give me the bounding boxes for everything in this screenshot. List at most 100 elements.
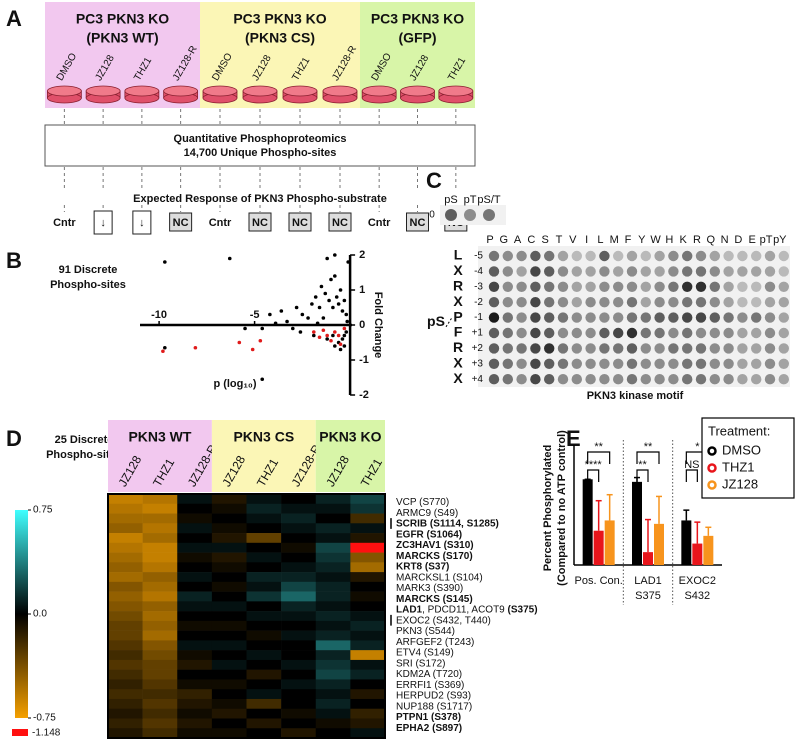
heatmap-cell [211,552,247,563]
row-label-part: KDM2A (T720) [396,669,462,680]
residue-label: X [453,262,463,278]
data-point [338,342,343,347]
array-spot [778,266,789,277]
bar [681,520,692,565]
significance-bracket [685,469,698,482]
heatmap-cell [142,494,178,505]
heatmap-cell [108,581,143,592]
data-point [340,309,345,313]
heatmap-cell [108,679,143,690]
heatmap-cell [211,679,247,690]
array-spot [516,327,527,339]
heatmap-cell [108,513,143,524]
heatmap-cell [246,533,282,544]
heatmap-cell [281,689,317,700]
heatmap-cell [246,523,282,534]
column-label: T [556,234,563,246]
heatmap-cell [281,533,317,544]
position-label: -3 [474,281,483,292]
row-label: MARCKS (S170) [396,550,473,561]
heatmap-cell [142,533,178,544]
heatmap-cell [211,718,247,729]
row-label: VCP (S770) [396,497,449,508]
heatmap-cell [281,503,317,514]
heatmap-cell [350,640,386,651]
data-point [329,338,333,343]
array-spot [682,266,693,277]
data-point [268,312,272,317]
heatmap-cell [142,611,178,622]
heatmap-cell [315,640,351,651]
heatmap-cell [108,698,143,710]
panel-label: B [6,248,22,273]
heatmap-cell [315,728,351,739]
row-label-part: MARCKS (S170) [396,550,473,561]
heatmap-cell [177,708,213,719]
heatmap-cell [142,562,178,573]
array-spot [544,266,555,277]
array-spot [571,281,582,292]
heatmap-cell [108,650,143,661]
row-label: NUP188 (S1717) [396,701,472,712]
heatmap-cell [211,533,247,544]
control-spot [464,209,476,221]
heatmap-cell [281,523,317,534]
heatmap-cell [350,523,386,534]
row-label-part: EXOC2 (S432, T440) [396,615,491,626]
x-tick-label: Pos. Con. [575,575,623,587]
heatmap-cell [108,620,143,631]
data-point [327,298,331,303]
array-spot [778,281,789,292]
array-spot [557,250,569,262]
residue-label: X [453,355,463,371]
array-spot [599,343,610,354]
heatmap-cell [246,679,282,690]
array-spot [764,250,776,262]
array-spot [599,266,610,277]
array-spot [502,281,513,292]
dish-top [124,85,160,97]
array-spot [682,343,693,354]
residue-label: R [453,278,463,294]
array-spot [530,281,541,292]
dish-top [242,85,278,97]
heatmap-cell [315,611,351,622]
array-spot [530,312,541,323]
array-spot [654,374,665,385]
array-spot [626,374,638,385]
data-point [340,337,345,341]
row-label: HERPUD2 (S93) [396,690,471,701]
array-spot [751,327,762,339]
heatmap-cell [108,630,143,641]
data-point [331,305,335,310]
heatmap-cell [211,708,247,719]
array-spot [668,281,679,292]
data-point [279,309,284,313]
heatmap-cell [281,542,317,553]
assay-box [44,124,476,167]
heatmap-cell [211,650,247,661]
array-spot [585,358,596,369]
bar [632,481,642,565]
row-label: MARCKSL1 (S104) [396,572,483,583]
array-spot [626,312,638,323]
heatmap-cell [246,669,282,680]
heatmap-cell [350,718,386,729]
heatmap-cell [350,630,386,641]
heatmap-cell [177,689,213,700]
array-spot [640,374,651,385]
array-spot [599,312,610,323]
heatmap-cell [281,698,317,710]
legend-marker [707,463,717,473]
array-spot [668,297,679,308]
heatmap-cell [246,562,282,573]
array-spot [695,250,707,262]
expected-response: NC [173,217,189,229]
group-title: PC3 PKN3 KO [76,11,169,27]
expected-response: Cntr [209,217,232,229]
heatmap-cell [350,552,386,563]
heatmap-cell [177,728,213,739]
y-tick-label: 2 [359,249,365,261]
data-point [344,330,349,334]
column-label: E [749,234,756,246]
